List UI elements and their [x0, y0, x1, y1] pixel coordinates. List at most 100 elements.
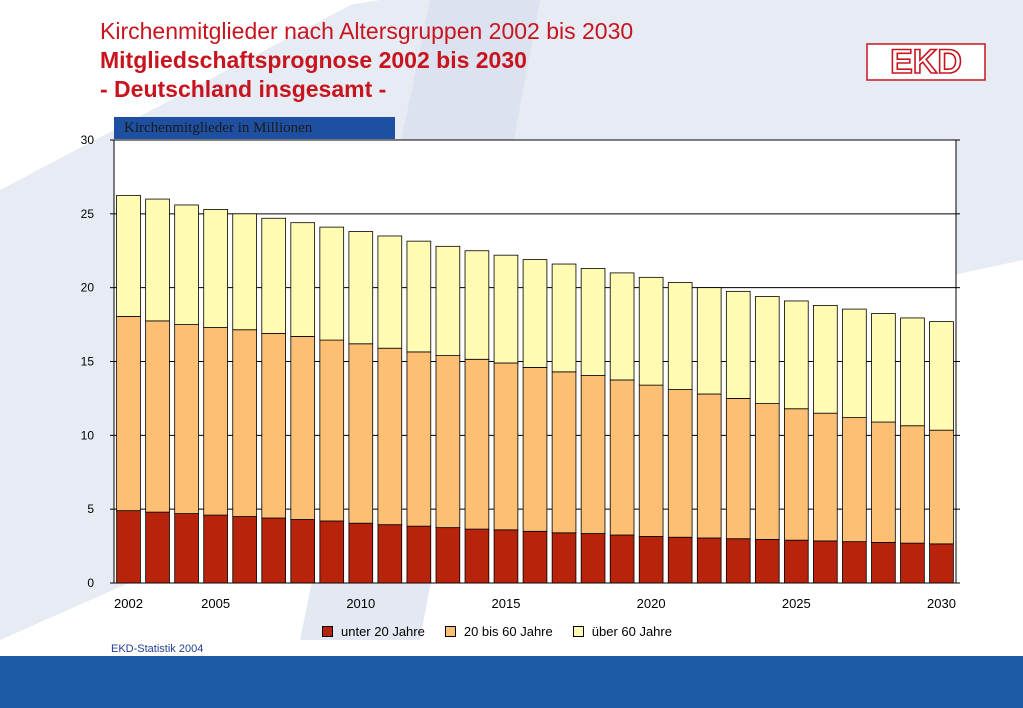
bar-segment-20-to-60-2015: [493, 362, 519, 531]
x-tick-label: 2030: [927, 596, 956, 611]
y-axis-ticks: 0 5 10 15 20 25 30: [81, 133, 960, 590]
y-axis-unit-label: Kirchenmitglieder in Millionen: [114, 117, 395, 139]
bar-segment-over-60-2016: [522, 259, 548, 368]
bar-segment-under-20-2019: [609, 534, 635, 584]
bar-segment-20-to-60-2026: [813, 412, 838, 542]
x-tick-label: 2015: [492, 596, 521, 611]
bar-segment-under-20-2018: [580, 533, 606, 584]
bar-segment-20-to-60-2008: [290, 335, 316, 520]
bar-segment-over-60-2020: [638, 276, 664, 386]
bar-segment-over-60-2004: [174, 204, 199, 325]
legend-label-20-to-60: 20 bis 60 Jahre: [463, 623, 553, 639]
bar-segment-over-60-2026: [813, 304, 838, 414]
chart-title: Kirchenmitglieder nach Altersgruppen 200…: [100, 18, 634, 44]
bar-segment-20-to-60-2017: [551, 371, 577, 534]
bar-segment-under-20-2012: [406, 525, 432, 584]
chart-region-label: - Deutschland insgesamt -: [100, 76, 387, 102]
y-tick-label: 0: [87, 576, 94, 590]
bar-segment-under-20-2015: [493, 529, 519, 584]
source-note: EKD-Statistik 2004: [111, 643, 204, 655]
bar-segment-20-to-60-2004: [174, 324, 199, 514]
bar-segment-20-to-60-2013: [435, 355, 461, 529]
x-tick-label: 2010: [346, 596, 375, 611]
bar-segment-under-20-2030: [929, 543, 954, 584]
bar-segment-under-20-2020: [638, 536, 664, 584]
bar-segment-under-20-2008: [290, 519, 316, 584]
y-tick-label: 10: [81, 428, 95, 442]
y-tick-label: 15: [81, 355, 95, 369]
bar-segment-over-60-2002: [116, 194, 141, 317]
bar-segment-20-to-60-2029: [900, 425, 925, 544]
bar-segment-20-to-60-2006: [232, 329, 257, 517]
bar-segment-over-60-2015: [493, 254, 519, 364]
bar-segment-over-60-2003: [145, 198, 170, 322]
bar-segment-over-60-2028: [871, 313, 896, 423]
bar-segment-over-60-2030: [929, 321, 954, 431]
y-tick-label: 25: [81, 207, 95, 221]
bar-segment-20-to-60-2023: [725, 398, 751, 540]
bar-segment-under-20-2010: [348, 522, 374, 584]
x-tick-label: 2020: [637, 596, 666, 611]
bar-segment-over-60-2012: [406, 240, 432, 353]
bar-segment-over-60-2014: [464, 250, 490, 360]
bar-segment-under-20-2017: [551, 532, 577, 584]
svg-text:EKD: EKD: [890, 43, 962, 81]
bar-segment-under-20-2023: [725, 538, 751, 584]
bar-segment-over-60-2010: [348, 231, 374, 345]
bar-segment-20-to-60-2028: [871, 421, 896, 543]
legend: unter 20 Jahre 20 bis 60 Jahre über 60 J…: [322, 622, 692, 640]
bar-segment-20-to-60-2005: [203, 327, 228, 516]
bar-segment-under-20-2028: [871, 541, 896, 584]
bar-segment-20-to-60-2010: [348, 343, 374, 524]
bar-segment-over-60-2005: [203, 208, 228, 328]
bar-segment-20-to-60-2003: [145, 320, 170, 513]
bar-segment-20-to-60-2024: [754, 403, 780, 540]
legend-swatch-under-20: [322, 625, 333, 637]
bar-segment-20-to-60-2021: [667, 389, 693, 538]
chart-subtitle: Mitgliedschaftsprognose 2002 bis 2030: [100, 47, 527, 73]
legend-label-under-20: unter 20 Jahre: [341, 623, 425, 639]
bar-segment-over-60-2007: [261, 217, 287, 334]
bar-segment-over-60-2029: [900, 317, 925, 427]
footer-bar: [0, 656, 1023, 708]
bar-segment-under-20-2004: [174, 513, 199, 584]
ekd-logo: EKD: [866, 43, 986, 81]
bar-segment-over-60-2006: [232, 213, 257, 331]
bar-segment-20-to-60-2030: [929, 429, 954, 545]
legend-swatch-over-60: [572, 625, 584, 637]
bar-segment-over-60-2025: [784, 300, 809, 410]
bar-segment-under-20-2006: [232, 516, 257, 584]
y-tick-label: 5: [87, 502, 94, 516]
bar-segment-over-60-2022: [696, 287, 722, 395]
bar-segment-under-20-2024: [754, 539, 780, 584]
bar-segment-under-20-2011: [377, 524, 403, 584]
bar-segment-over-60-2018: [580, 268, 606, 376]
bar-segment-20-to-60-2016: [522, 367, 548, 532]
legend-item-20-to-60: 20 bis 60 Jahre: [444, 623, 553, 639]
bar-segment-20-to-60-2020: [638, 384, 664, 537]
bar-segment-over-60-2024: [754, 296, 780, 404]
bar-segment-under-20-2005: [203, 514, 228, 584]
y-tick-label: 30: [81, 133, 95, 147]
bar-segment-over-60-2017: [551, 263, 577, 373]
bar-segment-20-to-60-2019: [609, 379, 635, 536]
bar-segment-20-to-60-2009: [319, 339, 345, 522]
bars: [116, 194, 954, 584]
bar-segment-over-60-2021: [667, 282, 693, 390]
bar-segment-over-60-2013: [435, 245, 461, 356]
bar-segment-under-20-2026: [813, 540, 838, 584]
bar-segment-under-20-2029: [900, 542, 925, 584]
bar-segment-20-to-60-2011: [377, 347, 403, 526]
legend-swatch-20-to-60: [444, 625, 456, 637]
bar-segment-over-60-2019: [609, 272, 635, 381]
bar-segment-under-20-2009: [319, 520, 345, 584]
bar-segment-under-20-2002: [116, 510, 141, 584]
legend-item-under-20: unter 20 Jahre: [322, 624, 425, 639]
x-tick-label: 2002: [114, 596, 143, 611]
bar-segment-over-60-2009: [319, 226, 345, 341]
bar-segment-under-20-2013: [435, 527, 461, 584]
legend-item-over-60: über 60 Jahre: [572, 624, 672, 639]
x-tick-label: 2005: [201, 596, 230, 611]
bar-segment-over-60-2008: [290, 222, 316, 337]
